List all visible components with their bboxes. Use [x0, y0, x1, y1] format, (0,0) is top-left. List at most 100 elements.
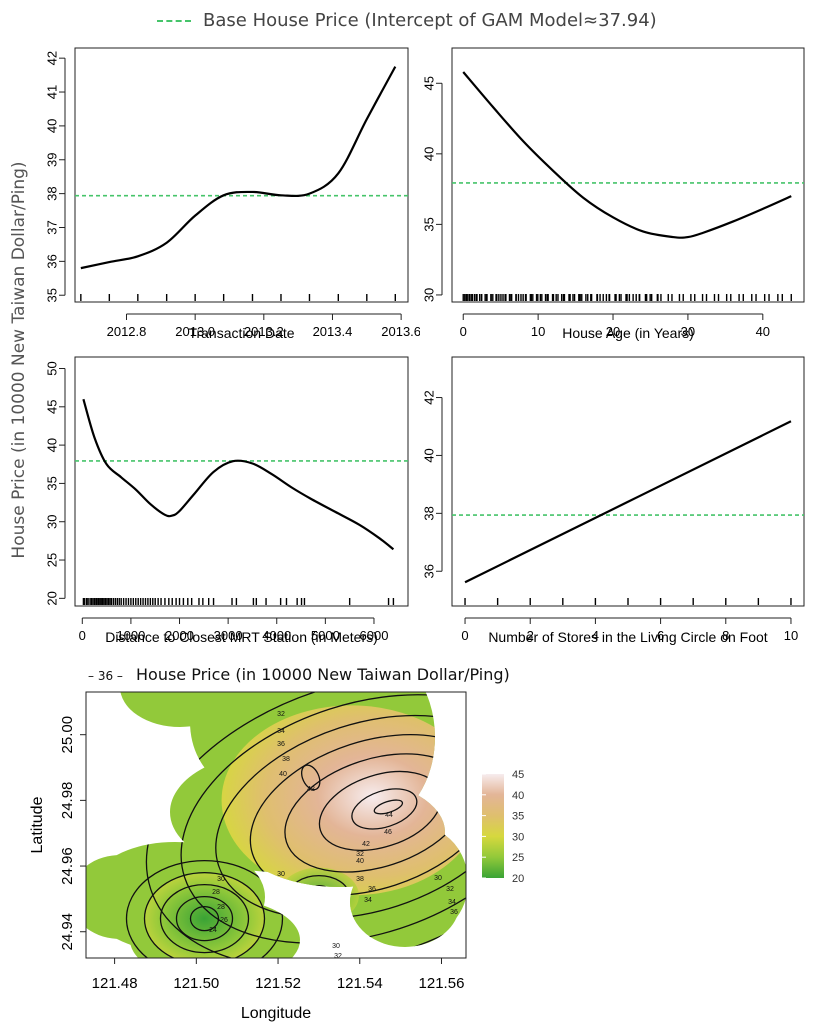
contour-value-label: 46 — [384, 829, 392, 836]
contour-line — [143, 871, 266, 958]
y-axis-label: Latitude — [29, 796, 46, 853]
x-tick-label: 4 — [592, 628, 599, 643]
plot-frame — [451, 356, 805, 607]
colorbar-tick-label: 25 — [512, 852, 524, 864]
contour-line — [300, 764, 321, 791]
y-tick-label: 24.94 — [59, 913, 76, 951]
contour-value-label: 32 — [356, 851, 364, 858]
contour-value-label: 30 — [434, 875, 442, 882]
colorbar-tick-label: 20 — [512, 873, 524, 885]
mrt-distance-panel: 0 1000 2000 3000 4000 5000 6000 20 25 30 35 40 45 50 D… — [44, 356, 409, 645]
contour-value-label: 34 — [364, 897, 372, 904]
colorbar-tick-label: 30 — [512, 831, 524, 843]
y-tick-label: 36 — [44, 254, 59, 268]
contour-value-label: 34 — [277, 728, 285, 735]
base-price-legend: Base House Price (Intercept of GAM Model… — [0, 10, 814, 31]
y-tick-label: 40 — [421, 448, 436, 462]
y-tick-label: 40 — [44, 438, 59, 452]
x-tick-label: 4000 — [262, 628, 291, 643]
contour-value-label: 32 — [277, 711, 285, 718]
low-price-zone — [144, 873, 265, 958]
location-contour-panel: 3234363840424446424038363432303028282624… — [29, 691, 524, 1022]
contour-value-label: 32 — [334, 953, 342, 960]
x-tick-label: 2013.2 — [244, 324, 284, 339]
colorbar-tick-label: 40 — [512, 790, 524, 802]
x-tick-label: 30 — [681, 324, 695, 339]
contour-line — [175, 895, 234, 942]
smooth-effect-curve — [464, 420, 792, 584]
x-tick-label: 121.48 — [92, 975, 138, 992]
plot-frame — [74, 47, 409, 303]
x-tick-label: 8 — [722, 628, 729, 643]
surface-fill — [86, 692, 466, 958]
x-tick-label: 2 — [527, 628, 534, 643]
contour-value-label: 28 — [212, 889, 220, 896]
contour-line — [180, 694, 466, 944]
x-axis-label: House Age (in Years) — [562, 325, 694, 341]
contour-value-label: 30 — [277, 871, 285, 878]
x-tick-label: 121.52 — [255, 975, 301, 992]
x-axis-label: Transaction Date — [188, 325, 294, 341]
x-tick-label: 0 — [79, 628, 86, 643]
transaction-date-panel: 2012.8 2013.0 2013.2 2013.4 2013.6 35 36 37 38 39… — [44, 47, 420, 341]
contour-line — [125, 859, 284, 958]
contour-legend-label: House Price (in 10000 New Taiwan Dollar/… — [136, 665, 510, 684]
y-tick-label: 30 — [421, 288, 436, 302]
x-axis-label: Number of Stores in the Living Circle on… — [488, 629, 767, 645]
y-tick-label: 38 — [44, 186, 59, 200]
contour-value-label: 32 — [446, 886, 454, 893]
colorbar-tick-label: 35 — [512, 811, 524, 823]
contour-value-label: 28 — [217, 904, 225, 911]
y-tick-label: 42 — [421, 390, 436, 404]
contour-value-label: 40 — [356, 858, 364, 865]
x-tick-label: 2013.4 — [313, 324, 353, 339]
contour-line — [249, 734, 466, 896]
contour-lines — [125, 692, 466, 958]
y-tick-label: 50 — [44, 361, 59, 375]
y-tick-label: 40 — [421, 147, 436, 161]
contour-value-label: 42 — [307, 786, 315, 793]
y-tick-label: 39 — [44, 153, 59, 167]
contour-value-label: 34 — [332, 963, 340, 970]
y-tick-label: 40 — [44, 119, 59, 133]
y-tick-label: 37 — [44, 220, 59, 234]
y-tick-label: 45 — [421, 76, 436, 90]
x-tick-label: 1000 — [116, 628, 145, 643]
x-tick-label: 10 — [784, 628, 798, 643]
x-tick-label: 0 — [461, 628, 468, 643]
contour-value-label: 44 — [385, 812, 393, 819]
contour-line — [284, 753, 466, 873]
contour-value-label: 34 — [448, 899, 456, 906]
x-tick-label: 6000 — [360, 628, 389, 643]
y-tick-label: 24.96 — [59, 847, 76, 885]
y-tick-label: 35 — [44, 288, 59, 302]
y-tick-label: 25 — [44, 553, 59, 567]
contour-value-label: 26 — [220, 917, 228, 924]
contour-line — [215, 714, 466, 920]
contour-value-label: 24 — [209, 927, 217, 934]
x-tick-label: 0 — [460, 324, 467, 339]
base-price-legend-label: Base House Price (Intercept of GAM Model… — [203, 10, 657, 31]
contour-line — [189, 905, 220, 932]
x-tick-label: 2000 — [165, 628, 194, 643]
plot-frame — [451, 47, 805, 303]
stores-panel: 0 2 4 6 8 10 36 38 40 42 Number of Stores in the L… — [421, 356, 805, 645]
high-price-zone — [221, 705, 466, 896]
x-tick-label: 121.50 — [173, 975, 219, 992]
smooth-effect-curve — [82, 398, 395, 551]
contour-value-label: 40 — [279, 771, 287, 778]
contour-value-label: 30 — [332, 943, 340, 950]
contour-legend: – 36 – House Price (in 10000 New Taiwan … — [88, 665, 510, 684]
x-tick-label: 5000 — [311, 628, 340, 643]
contour-value-label: 36 — [368, 886, 376, 893]
contour-value-label: 38 — [356, 876, 364, 883]
x-tick-label: 10 — [531, 324, 545, 339]
house-age-panel: 0 10 20 30 40 30 35 40 45 House Age (in Years) — [421, 47, 805, 341]
x-tick-label: 121.56 — [419, 975, 465, 992]
y-tick-label: 20 — [44, 591, 59, 605]
contour-line — [159, 883, 250, 954]
baseline-dash-icon — [157, 20, 192, 22]
plot-frame — [74, 356, 409, 607]
x-tick-label: 40 — [756, 324, 770, 339]
colorbar — [482, 774, 504, 878]
